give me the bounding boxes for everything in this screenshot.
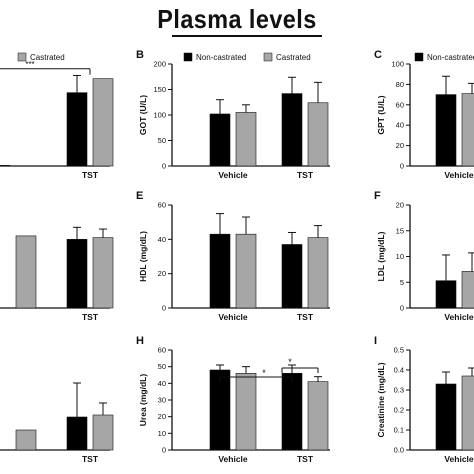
panel-b-legend-swatch: [183, 52, 193, 62]
panel-a-significance-label: ***: [25, 60, 34, 69]
panel-h-bar-castrated: [307, 381, 329, 451]
panel-e-ytick-label: 20: [158, 269, 166, 278]
panel-e-bar-castrated: [307, 237, 329, 309]
panel-g-bar-noncastrated: [66, 416, 88, 451]
panel-i-ytick-label: 0.1: [394, 426, 404, 435]
panel-h-ytick-label: 50: [158, 362, 166, 371]
panel-g-category-label: TST: [82, 454, 99, 464]
panel-f-category-label: Vehicle: [444, 312, 474, 322]
panel-b-bar-castrated: [235, 112, 257, 167]
panel-i-bar-noncastrated: [435, 383, 457, 451]
panel-i-ytick-label: 0.0: [394, 446, 404, 455]
panel-h-bar-castrated: [235, 373, 257, 451]
panel-b-ytick-label: 150: [153, 85, 166, 94]
panel-f-ytick-label: 10: [396, 252, 404, 261]
panel-d-category-label: TST: [82, 312, 99, 322]
panel-f-ytick-label: 15: [396, 226, 404, 235]
panel-h-ytick-label: 60: [158, 346, 166, 355]
panel-b-bar-castrated: [307, 102, 329, 167]
panel-f-ytick-label: 5: [400, 278, 404, 287]
panel-e-letter: E: [136, 190, 143, 202]
panel-b-legend-label: Non-castrated: [196, 53, 246, 62]
panel-b-bar-noncastrated: [281, 93, 303, 167]
title-underline: [172, 35, 322, 37]
panel-b-ytick-label: 200: [153, 60, 166, 69]
panel-e-bar-castrated: [235, 233, 257, 309]
panel-b-bar-noncastrated: [209, 113, 231, 167]
panel-f-bar-castrated: [461, 271, 474, 309]
panel-h-ytick-label: 0: [162, 446, 166, 455]
panel-c-letter: C: [374, 49, 382, 61]
panel-h-significance-label: *: [262, 368, 266, 378]
panel-h-significance-label: *: [288, 357, 292, 367]
panel-h-bar-noncastrated: [281, 373, 303, 451]
panel-e-ytick-label: 60: [158, 201, 166, 210]
panel-b-legend-label: Castrated: [276, 53, 311, 62]
panel-c-category-label: Vehicle: [444, 170, 474, 180]
panel-h-category-label: Vehicle: [218, 454, 248, 464]
panel-a-bar-noncastrated: [0, 165, 11, 167]
panel-h-category-label: TST: [297, 454, 314, 464]
panel-c-ytick-label: 100: [391, 60, 404, 69]
panel-g-bar-castrated: [15, 429, 37, 451]
panel-b-category-label: TST: [297, 170, 314, 180]
panel-b-category-label: Vehicle: [218, 170, 248, 180]
panel-e-bar-noncastrated: [209, 233, 231, 309]
panel-b-ytick-label: 100: [153, 111, 166, 120]
page-title: Plasma levels: [157, 4, 317, 34]
panel-h-ytick-label: 20: [158, 412, 166, 421]
panel-b-y-axis-label: GOT (U/L): [138, 95, 148, 135]
panel-f-letter: F: [374, 190, 381, 202]
panel-f-ytick-label: 20: [396, 201, 404, 210]
panel-i-ytick-label: 0.3: [394, 386, 404, 395]
panel-h-ytick-label: 10: [158, 429, 166, 438]
panel-c-y-axis-label: GPT (U/L): [376, 95, 386, 134]
panel-c-legend-label: Non-castrated: [427, 53, 474, 62]
panel-h-ytick-label: 30: [158, 396, 166, 405]
panel-a-legend-swatch: [17, 52, 27, 62]
panel-i-ytick-label: 0.2: [394, 406, 404, 415]
panel-e-category-label: Vehicle: [218, 312, 248, 322]
panel-b-legend-swatch: [263, 52, 273, 62]
panel-f-y-axis-label: LDL (mg/dL): [376, 231, 386, 281]
panel-g-bar-castrated: [92, 414, 114, 451]
panel-f-ytick-label: 0: [400, 304, 404, 313]
panel-i-y-axis-label: Creatinine (mg/dL): [376, 362, 386, 437]
panel-a-category-label: TST: [82, 170, 99, 180]
panel-e-ytick-label: 0: [162, 304, 166, 313]
panel-e-ytick-label: 40: [158, 235, 166, 244]
panel-f-bar-noncastrated: [435, 280, 457, 309]
panel-a-bar-noncastrated: [66, 92, 88, 167]
panel-i-bar-castrated: [461, 375, 474, 451]
panel-c-bar-castrated: [461, 93, 474, 167]
panel-c-ytick-label: 60: [396, 100, 404, 109]
panel-d-bar-castrated: [15, 235, 37, 309]
panel-e-category-label: TST: [297, 312, 314, 322]
panel-c-ytick-label: 40: [396, 121, 404, 130]
panel-c-ytick-label: 0: [400, 162, 404, 171]
panel-e-y-axis-label: HDL (mg/dL): [138, 231, 148, 282]
panel-a-bar-castrated: [92, 78, 114, 167]
panel-b-ytick-label: 0: [162, 162, 166, 171]
panel-b-ytick-label: 50: [158, 136, 166, 145]
panel-i-category-label: Vehicle: [444, 454, 474, 464]
panel-c-bar-noncastrated: [435, 94, 457, 167]
panel-c-legend-swatch: [414, 52, 424, 62]
panel-h-letter: H: [136, 335, 144, 347]
panel-h-ytick-label: 40: [158, 379, 166, 388]
panel-c-ytick-label: 20: [396, 141, 404, 150]
panel-d-bar-castrated: [92, 237, 114, 309]
panel-b-letter: B: [136, 49, 144, 61]
panel-e-bar-noncastrated: [281, 244, 303, 309]
panel-a-legend-label: Castrated: [30, 53, 65, 62]
panel-h-y-axis-label: Urea (mg/dL): [138, 374, 148, 427]
panel-i-ytick-label: 0.4: [394, 366, 404, 375]
panel-d-bar-noncastrated: [66, 239, 88, 309]
panel-c-ytick-label: 80: [396, 80, 404, 89]
panel-i-letter: I: [374, 335, 377, 347]
panel-i-ytick-label: 0.5: [394, 346, 404, 355]
